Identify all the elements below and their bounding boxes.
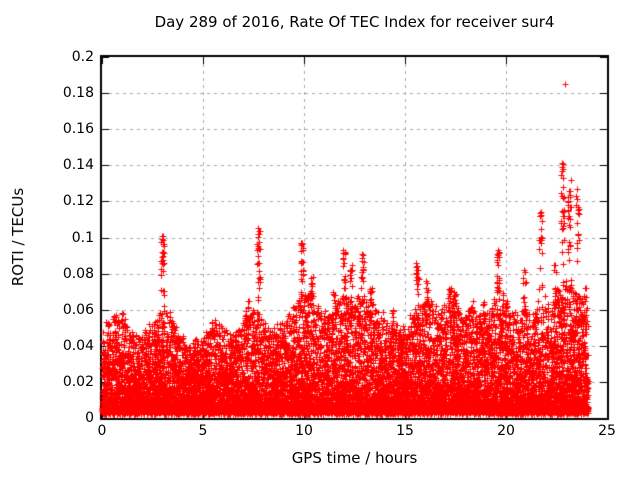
y-tick-label-7: 0.14	[62, 157, 94, 174]
x-tick-label-0: 0	[97, 423, 107, 439]
y-tick-label-4: 0.08	[62, 265, 94, 282]
y-tick-label-5: 0.1	[71, 229, 94, 246]
y-tick-label-10: 0.2	[71, 49, 94, 65]
x-tick-label-3: 15	[396, 423, 414, 439]
y-tick-label-1: 0.02	[62, 373, 94, 390]
x-tick-label-4: 20	[497, 423, 515, 439]
y-tick-label-8: 0.16	[62, 121, 94, 138]
y-tick-label-3: 0.06	[62, 301, 94, 318]
chart-title: Day 289 of 2016, Rate Of TEC Index for r…	[154, 13, 555, 31]
x-tick-label-2: 10	[295, 423, 313, 439]
x-tick-label-5: 25	[598, 423, 616, 439]
y-tick-label-2: 0.04	[62, 337, 94, 354]
y-tick-label-0: 0	[85, 410, 94, 426]
y-tick-label-9: 0.18	[62, 85, 94, 102]
x-tick-label-1: 5	[198, 423, 208, 439]
x-axis-label: GPS time / hours	[291, 449, 418, 467]
y-tick-label-6: 0.12	[62, 193, 94, 210]
